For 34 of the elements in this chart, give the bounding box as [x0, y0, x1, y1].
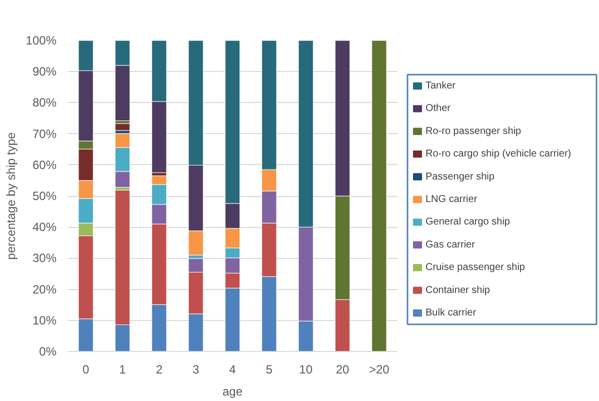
y-tick-label: 70%	[32, 126, 57, 141]
y-tick-label: 60%	[32, 158, 57, 172]
legend-label: Passenger ship	[426, 171, 495, 182]
y-tick-label: 40%	[32, 220, 57, 234]
y-tick-label: 50%	[32, 189, 57, 203]
legend-label: Cruise passenger ship	[426, 262, 526, 274]
y-tick-label: 80%	[32, 96, 57, 110]
legend-label: Ro-ro cargo ship (vehicle carrier)	[426, 148, 572, 160]
x-axis-title: age	[222, 384, 243, 398]
y-axis-title: percentage by ship type	[4, 132, 18, 260]
legend-label: Other	[426, 103, 452, 114]
x-tick-label: 0	[82, 362, 90, 376]
legend-label: Ro-ro passenger ship	[426, 126, 522, 137]
x-tick-label: 4	[229, 362, 236, 376]
x-tick-label: 5	[266, 362, 273, 376]
legend-label: General cargo ship	[426, 216, 510, 228]
y-tick-label: 100%	[26, 34, 57, 48]
legend-label: Container ship	[426, 284, 490, 296]
x-tick-label: 3	[192, 362, 200, 376]
y-tick-label: 10%	[32, 313, 57, 328]
legend-label: LNG carrier	[426, 194, 478, 205]
y-tick-label: 30%	[32, 251, 57, 266]
legend-label: Gas carrier	[426, 239, 476, 250]
x-tick-label: 1	[119, 362, 126, 376]
legend-label: Bulk carrier	[426, 308, 477, 319]
x-tick-label: >20	[368, 362, 390, 376]
y-tick-label: 90%	[32, 64, 57, 79]
legend-label: Tanker	[426, 80, 456, 92]
y-tick-label: 20%	[32, 282, 57, 296]
y-tick-label: 0%	[39, 344, 57, 358]
bar	[372, 40, 387, 352]
x-tick-label: 2	[156, 362, 163, 376]
x-tick-label: 20	[336, 362, 350, 376]
x-tick-label: 10	[299, 362, 313, 376]
